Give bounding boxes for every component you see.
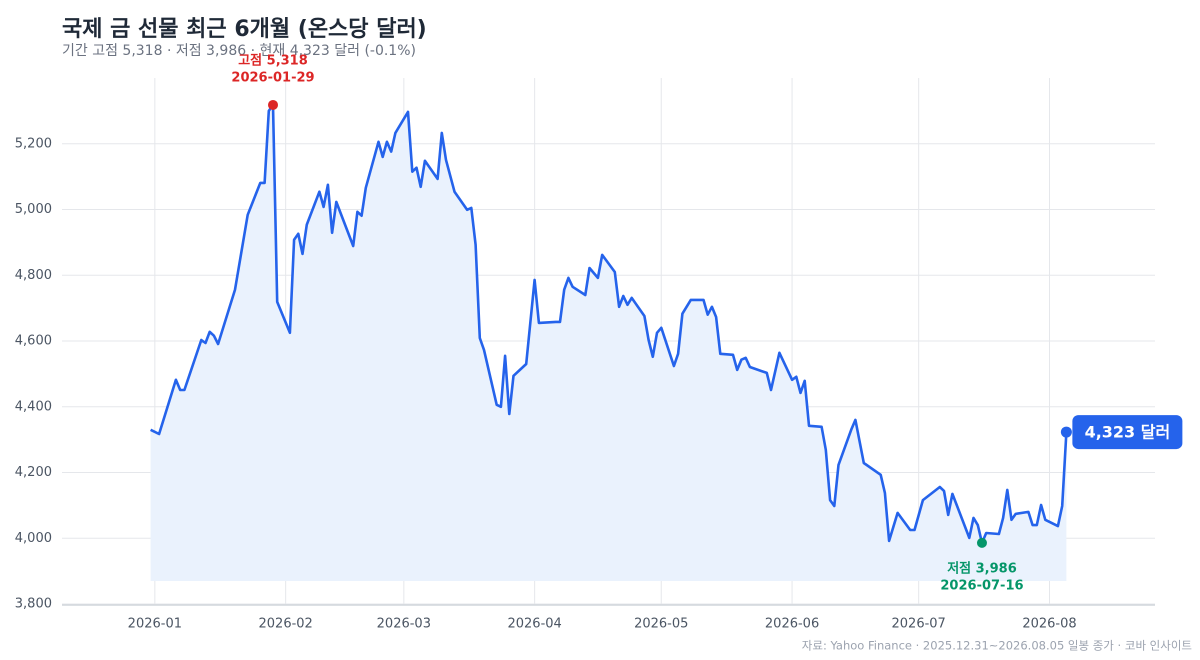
y-tick-label: 3,800 [15, 597, 52, 612]
chart-title: 국제 금 선물 최근 6개월 (온스당 달러) [62, 17, 427, 42]
x-tick-label: 2026-08 [1022, 617, 1076, 632]
end-marker [1060, 426, 1072, 438]
y-tick-label: 5,200 [15, 136, 52, 151]
x-tick-label: 2026-05 [634, 617, 688, 632]
annotation-marker [268, 99, 279, 110]
annotation-date: 2026-01-29 [231, 70, 314, 85]
annotation-date: 2026-07-16 [940, 578, 1023, 593]
annotation-label: 저점 3,986 [947, 561, 1017, 576]
chart-subtitle: 기간 고점 5,318 · 저점 3,986 · 현재 4,323 달러 (-0… [62, 43, 416, 59]
end-label-box [1072, 415, 1183, 450]
y-tick-label: 4,400 [15, 399, 52, 414]
x-tick-label: 2026-07 [892, 617, 946, 632]
annotation-marker [976, 537, 987, 548]
y-tick-label: 4,600 [15, 334, 52, 349]
y-tick-label: 4,200 [15, 465, 52, 480]
x-tick-label: 2026-01 [128, 617, 182, 632]
y-tick-label: 4,800 [15, 268, 52, 283]
x-tick-label: 2026-04 [507, 617, 561, 632]
end-label: 4,323 달러 [1085, 423, 1171, 442]
x-tick-label: 2026-03 [377, 617, 431, 632]
source-note: 자료: Yahoo Finance · 2025.12.31~2026.08.0… [802, 639, 1192, 653]
price-line [150, 103, 1068, 545]
x-tick-label: 2026-02 [259, 617, 313, 632]
y-tick-label: 5,000 [15, 202, 52, 217]
annotation-label: 고점 5,318 [238, 53, 308, 68]
y-tick-label: 4,000 [15, 531, 52, 546]
x-tick-label: 2026-06 [765, 617, 819, 632]
area [150, 105, 1067, 581]
